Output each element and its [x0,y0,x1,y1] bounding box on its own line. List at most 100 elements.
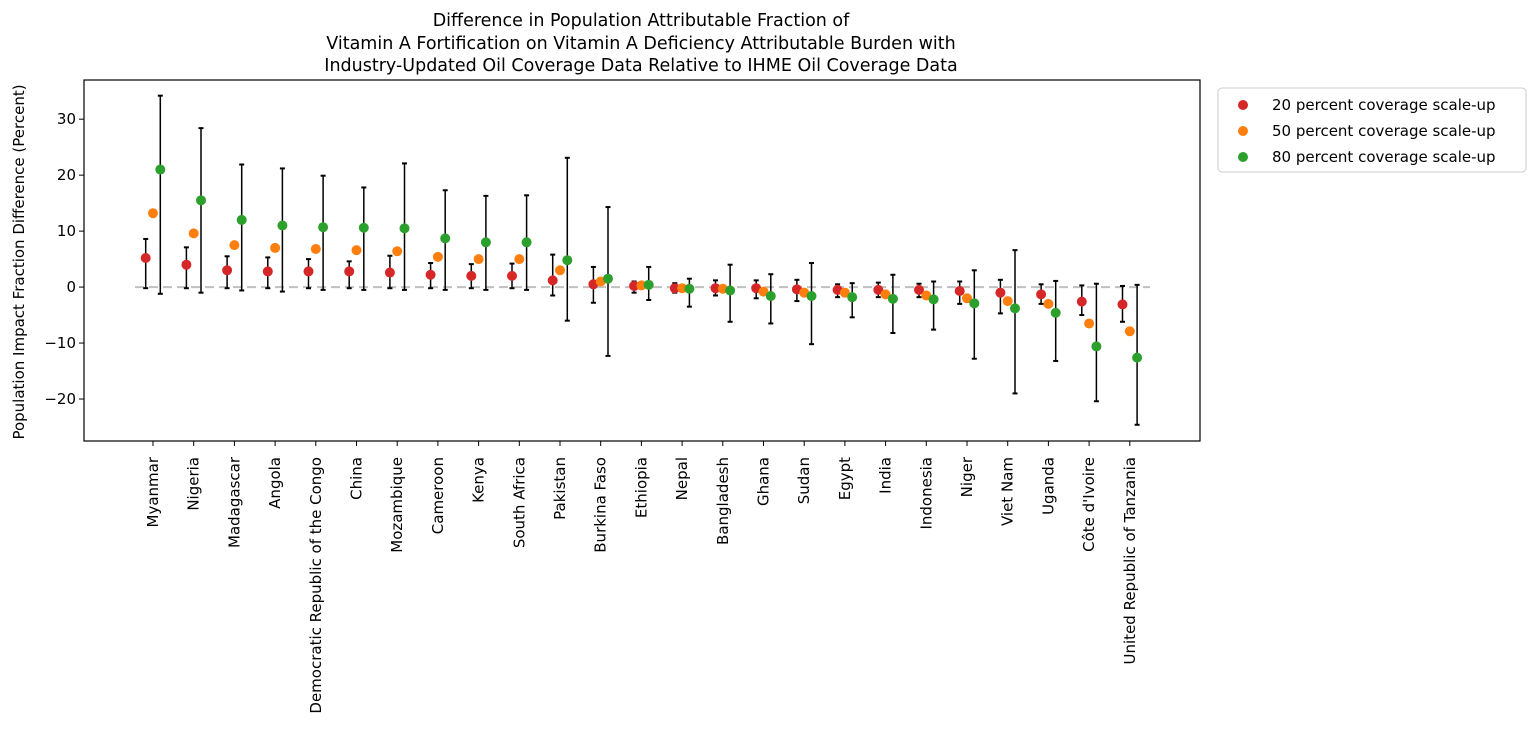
data-point [514,254,525,265]
data-point [1076,296,1087,307]
data-point [155,164,166,175]
data-point [1091,341,1102,352]
x-tick-label: Myanmar [144,456,162,527]
x-tick-label: Mozambique [388,457,406,553]
data-point [270,242,281,253]
data-point [1043,298,1054,309]
x-tick-label: Ethiopia [632,457,650,518]
data-point [969,298,980,309]
data-point [1036,289,1047,300]
data-point [236,214,247,225]
data-point [847,292,858,303]
data-point [887,293,898,304]
data-point [1124,326,1135,337]
x-tick-label: Sudan [795,457,813,504]
data-point [480,237,491,248]
x-tick-label: Bangladesh [714,457,732,545]
data-point [229,240,240,251]
data-point [1010,303,1020,314]
x-tick-label: Nepal [673,457,691,500]
x-tick-label: Viet Nam [999,457,1017,526]
x-tick-label: Egypt [836,457,854,500]
data-point [921,290,932,301]
data-point [1132,352,1143,363]
x-tick-label: Uganda [1039,457,1057,515]
data-point [358,222,369,233]
data-point [684,283,695,294]
data-point [880,289,891,300]
y-tick-label: 30 [57,110,76,128]
x-tick-label: South Africa [510,457,528,548]
x-tick-label: India [877,457,895,494]
data-point [555,265,565,276]
data-point [636,280,647,291]
x-tick-label: China [348,457,366,500]
data-point [466,270,477,281]
data-point [928,294,939,305]
data-point [148,208,158,219]
x-tick-label: Côte d'Ivoire [1080,457,1098,552]
x-tick-label: Kenya [470,457,488,503]
data-point [962,293,972,304]
data-point [399,223,410,234]
data-point [310,244,321,255]
data-point [1050,307,1061,318]
data-point [507,270,517,281]
data-point [140,252,151,263]
legend-marker [1238,100,1248,110]
data-point [562,255,573,266]
data-point [318,222,329,233]
data-point [839,287,850,298]
legend-label: 80 percent coverage scale-up [1272,148,1496,166]
data-point [181,259,192,270]
legend-marker [1238,152,1248,162]
data-point [725,285,736,296]
y-tick-label: 0 [66,278,76,296]
legend-label: 50 percent coverage scale-up [1272,122,1496,140]
data-point [1002,296,1013,307]
y-tick-label: −20 [44,390,76,408]
data-point [710,283,721,294]
data-point [995,287,1006,298]
data-point [303,266,314,277]
data-point [432,251,443,262]
data-point [440,233,451,244]
legend-box [1217,87,1527,173]
data-point [277,220,288,231]
data-point [384,267,395,278]
data-point [222,265,233,276]
y-axis-label: Population Impact Fraction Difference (P… [10,84,28,439]
data-point [344,266,355,277]
x-tick-label: Pakistan [551,457,569,520]
x-tick-label: Burkina Faso [592,457,610,553]
data-point [1084,318,1095,329]
x-tick-label: Cameroon [429,457,447,534]
data-point [392,246,403,257]
x-tick-label: Democratic Republic of the Congo [307,457,325,714]
data-point [196,195,206,206]
y-tick-label: 10 [57,222,76,240]
data-point [806,291,817,302]
data-point [677,283,688,294]
data-point [425,269,436,280]
chart-title-line-2: Vitamin A Fortification on Vitamin A Def… [326,34,955,54]
x-tick-label: Angola [266,457,284,509]
data-point [547,275,558,286]
data-point [758,286,769,297]
data-point [629,280,640,291]
chart-title-line-3: Industry-Updated Oil Coverage Data Relat… [324,56,957,76]
y-tick-label: 20 [57,166,76,184]
data-point [262,266,273,277]
y-tick-label: −10 [44,334,76,352]
data-point [914,284,924,295]
data-point [1117,299,1128,310]
data-point [473,254,484,265]
data-point [351,245,362,256]
plot-area: −20 −10 0 10 20 30 Myanmar Nigeria Madagascar Ang… [44,79,1201,714]
chart-title-line-1: Difference in Population Attributable Fr… [433,11,850,31]
x-tick-label: United Republic of Tanzania [1121,457,1139,664]
data-point [954,286,965,297]
data-point [603,273,613,284]
